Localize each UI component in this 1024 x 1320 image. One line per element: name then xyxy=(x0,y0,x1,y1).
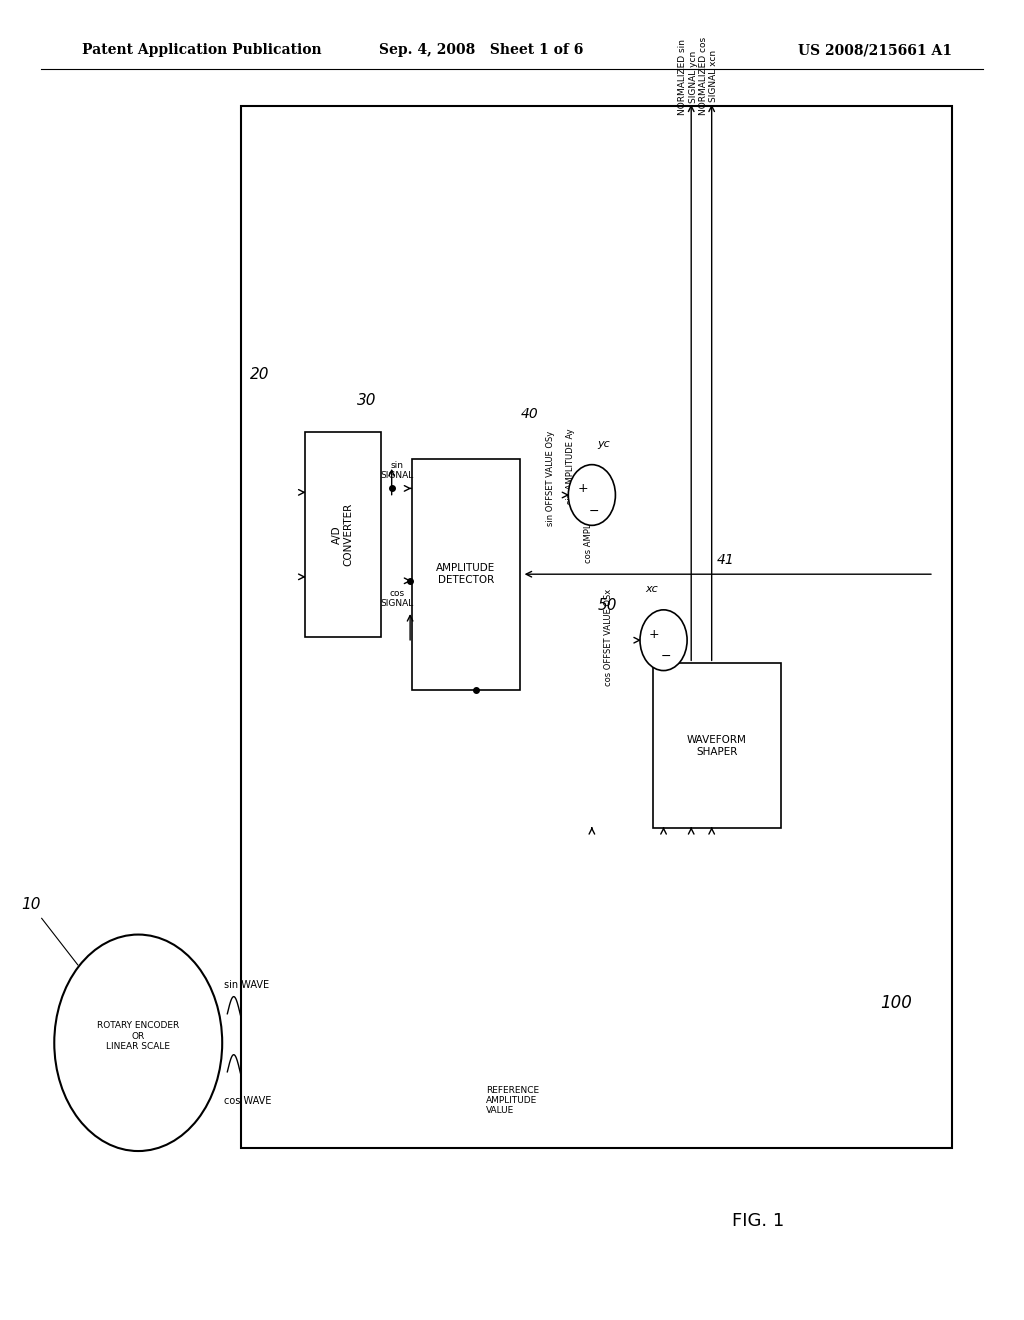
Bar xyxy=(305,433,382,638)
Text: 100: 100 xyxy=(881,994,912,1012)
Text: sin
SIGNAL: sin SIGNAL xyxy=(380,461,414,480)
Text: 30: 30 xyxy=(357,393,377,408)
Text: 20: 20 xyxy=(250,367,269,381)
Circle shape xyxy=(568,465,615,525)
Text: US 2008/215661 A1: US 2008/215661 A1 xyxy=(799,44,952,57)
Circle shape xyxy=(54,935,222,1151)
Text: 10: 10 xyxy=(22,896,41,912)
Text: REFERENCE
AMPLITUDE
VALUE: REFERENCE AMPLITUDE VALUE xyxy=(486,1085,540,1115)
Text: A/D
CONVERTER: A/D CONVERTER xyxy=(332,503,354,566)
Bar xyxy=(241,106,952,1148)
Text: 50: 50 xyxy=(598,598,617,612)
Text: sin AMPLITUDE Ay: sin AMPLITUDE Ay xyxy=(566,428,575,504)
Text: ROTARY ENCODER
OR
LINEAR SCALE: ROTARY ENCODER OR LINEAR SCALE xyxy=(97,1022,179,1051)
Text: sin OFFSET VALUE OSy: sin OFFSET VALUE OSy xyxy=(546,430,555,527)
Text: −: − xyxy=(589,506,599,519)
Text: WAVEFORM
SHAPER: WAVEFORM SHAPER xyxy=(687,735,746,756)
Text: +: + xyxy=(649,627,659,640)
Text: −: − xyxy=(660,651,671,664)
Text: cos OFFSET VALUE OSx: cos OFFSET VALUE OSx xyxy=(604,589,613,685)
Text: cos WAVE: cos WAVE xyxy=(224,1096,271,1106)
Text: FIG. 1: FIG. 1 xyxy=(731,1212,784,1230)
Text: yc: yc xyxy=(597,438,609,449)
Text: 41: 41 xyxy=(717,553,735,566)
Text: NORMALIZED cos
SIGNAL xcn: NORMALIZED cos SIGNAL xcn xyxy=(699,37,718,115)
Text: Sep. 4, 2008   Sheet 1 of 6: Sep. 4, 2008 Sheet 1 of 6 xyxy=(379,44,584,57)
Text: Patent Application Publication: Patent Application Publication xyxy=(82,44,322,57)
Text: xc: xc xyxy=(645,583,658,594)
Text: AMPLITUDE
DETECTOR: AMPLITUDE DETECTOR xyxy=(436,564,496,585)
Bar xyxy=(412,459,520,689)
Text: +: + xyxy=(578,482,588,495)
Text: NORMALIZED sin
SIGNAL ycn: NORMALIZED sin SIGNAL ycn xyxy=(679,38,697,115)
Text: 40: 40 xyxy=(520,408,539,421)
Bar xyxy=(401,433,947,717)
Text: cos AMPLITUDE Ax: cos AMPLITUDE Ax xyxy=(584,484,593,564)
Circle shape xyxy=(640,610,687,671)
Text: sin WAVE: sin WAVE xyxy=(224,979,269,990)
Text: cos
SIGNAL: cos SIGNAL xyxy=(380,589,414,609)
Bar xyxy=(653,663,780,829)
